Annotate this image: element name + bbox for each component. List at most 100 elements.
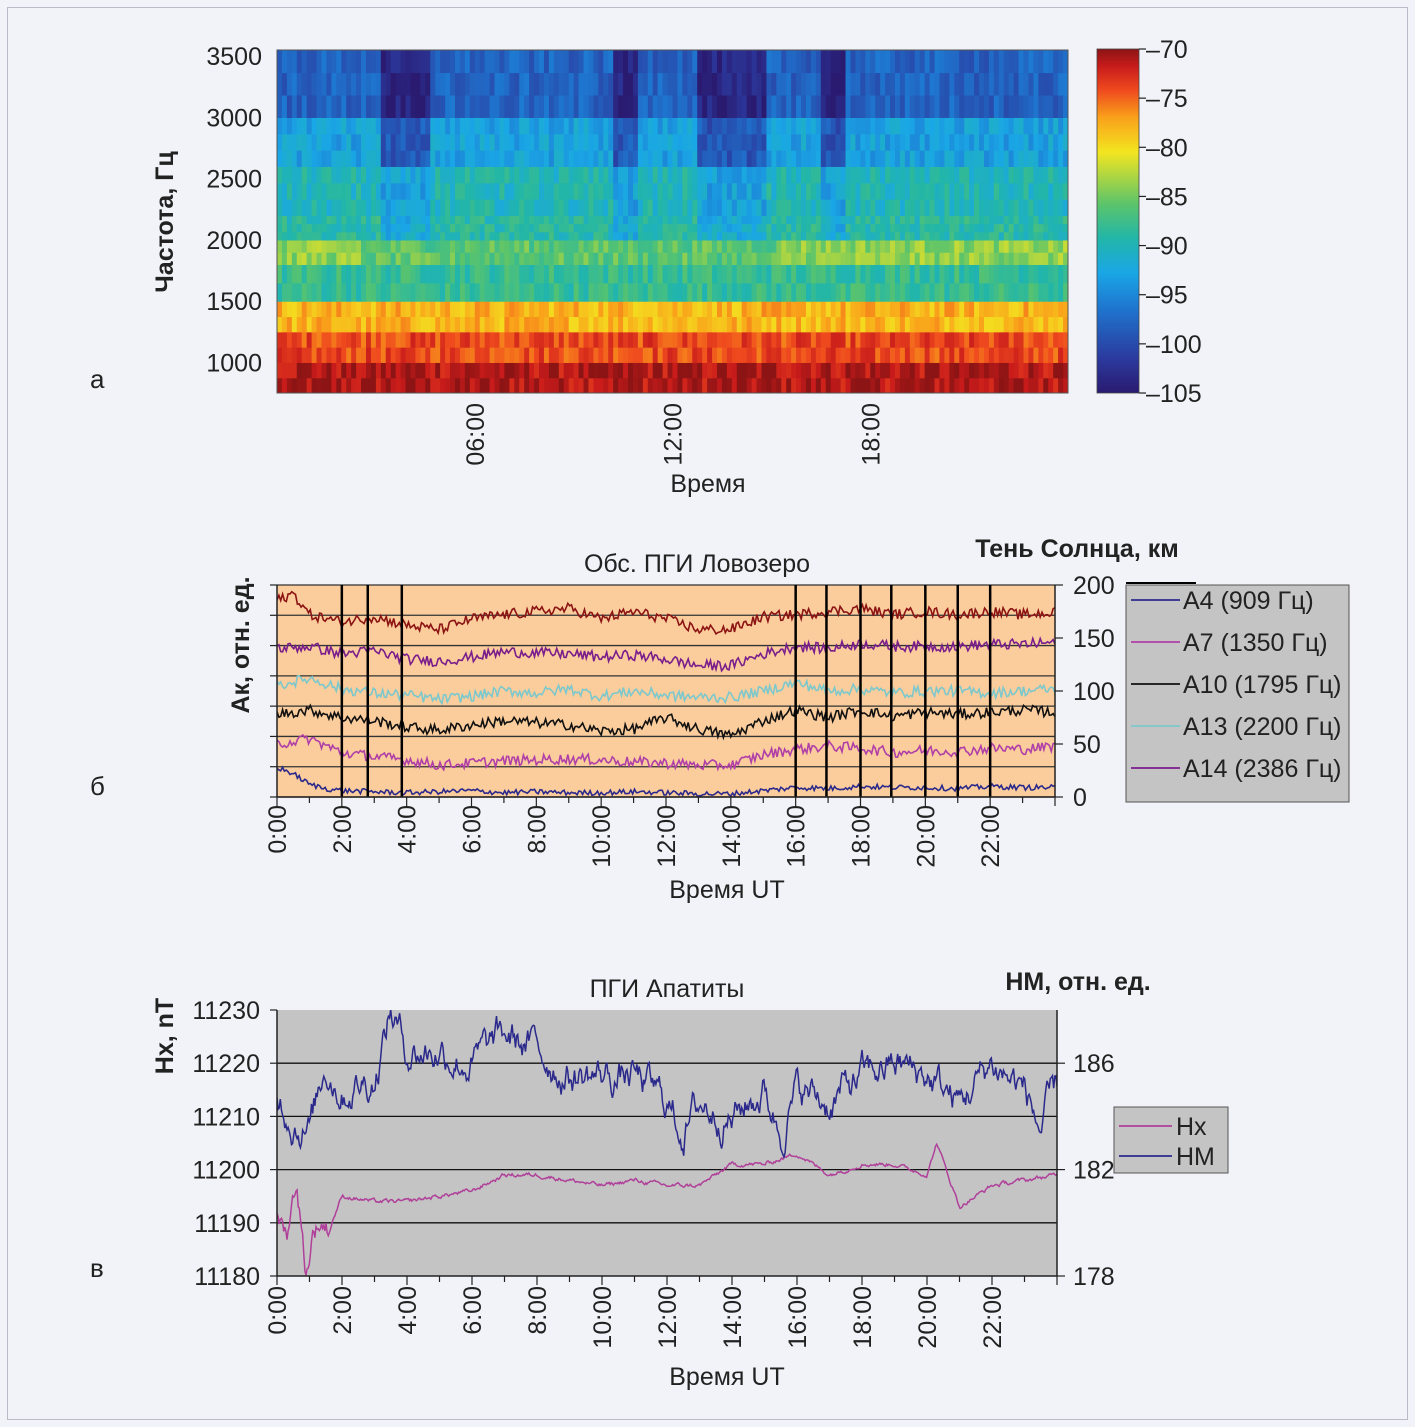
spectrogram-cell <box>939 264 945 284</box>
spectrogram-cell <box>301 301 308 318</box>
spectrogram-cell <box>880 94 886 118</box>
spectrogram-cell <box>380 223 387 233</box>
spectrogram-cell <box>870 72 876 96</box>
spectrogram-cell <box>776 252 782 265</box>
spectrogram-cell <box>281 347 288 363</box>
spectrogram-cell <box>1008 347 1015 363</box>
spectrogram-cell <box>741 199 748 216</box>
spectrogram-cell <box>390 50 397 74</box>
spectrogram-cell <box>1033 182 1039 200</box>
spectrogram-cell <box>939 331 945 348</box>
spectrogram-cell <box>499 377 506 393</box>
spectrogram-cell <box>1063 264 1068 284</box>
spectrogram-cell <box>731 239 738 253</box>
lovozero-xtick-label: 0:00 <box>264 805 292 854</box>
spectrogram-cell <box>637 377 644 393</box>
spectrogram-cell <box>1023 166 1030 184</box>
spectrogram-cell <box>346 199 352 216</box>
spectrogram-cell <box>548 316 555 333</box>
spectrogram-cell <box>336 94 342 118</box>
spectrogram-cell <box>632 362 639 379</box>
spectrogram-cell <box>1043 231 1049 241</box>
spectrogram-cell <box>415 117 421 135</box>
spectrogram-cell <box>835 117 842 135</box>
spectrogram-cell <box>672 133 679 151</box>
spectrogram-cell <box>954 264 960 284</box>
spectrogram-cell <box>346 252 352 265</box>
spectrogram-cell <box>820 252 827 265</box>
spectrogram-cell <box>450 182 456 200</box>
spectrogram-cell <box>835 215 842 225</box>
spectrogram-cell <box>1003 117 1010 135</box>
spectrogram-cell <box>944 72 950 96</box>
spectrogram-cell <box>791 166 797 184</box>
spectrogram-cell <box>983 301 990 318</box>
spectrogram-cell <box>603 50 609 74</box>
spectrogram-cell <box>336 182 342 200</box>
spectrogram-cell <box>296 264 303 284</box>
spectrogram-cell <box>1038 215 1044 225</box>
spectrogram-cell <box>1023 282 1030 302</box>
spectrogram-cell <box>855 199 861 216</box>
spectrogram-cell <box>301 239 308 253</box>
spectrogram-cell <box>721 150 728 167</box>
spectrogram-cell <box>860 117 866 135</box>
spectrogram-cell <box>885 150 891 167</box>
spectrogram-cell <box>776 282 782 302</box>
spectrogram-cell <box>825 72 832 96</box>
spectrogram-cell <box>954 377 960 393</box>
spectrogram-cell <box>484 239 491 253</box>
spectrogram-cell <box>306 150 313 167</box>
spectrogram-cell <box>608 215 614 225</box>
spectrogram-cell <box>608 150 614 167</box>
spectrogram-cell <box>771 166 777 184</box>
spectrogram-cell <box>568 117 575 135</box>
spectrogram-cell <box>286 252 293 265</box>
spectrogram-cell <box>929 252 936 265</box>
spectrogram-cell <box>494 215 501 225</box>
spectrogram-cell <box>425 252 431 265</box>
spectrogram-cell <box>899 239 906 253</box>
spectrogram-cell <box>543 182 550 200</box>
spectrogram-cell <box>326 72 332 96</box>
spectrogram-cell <box>899 264 906 284</box>
apatity-xtick-label: 18:00 <box>849 1286 877 1349</box>
spectrogram-cell <box>761 117 768 135</box>
spectrogram-cell <box>435 239 441 253</box>
spectrogram-cell <box>1063 166 1068 184</box>
spectrogram-cell <box>365 133 372 151</box>
spectrogram-cell <box>949 223 955 233</box>
spectrogram-cell <box>983 199 990 216</box>
spectrogram-cell <box>988 133 995 151</box>
spectrogram-cell <box>939 50 945 74</box>
spectrogram-xtick-label: 12:00 <box>660 403 688 466</box>
spectrogram-cell <box>361 166 367 184</box>
spectrogram-cell <box>598 182 604 200</box>
spectrogram-cell <box>875 252 881 265</box>
spectrogram-cell <box>306 199 313 216</box>
spectrogram-cell <box>880 239 886 253</box>
spectrogram-cell <box>796 94 802 118</box>
spectrogram-cell <box>954 347 960 363</box>
spectrogram-cell <box>543 50 550 74</box>
spectrogram-cell <box>479 199 486 216</box>
spectrogram-cell <box>365 331 372 348</box>
spectrogram-cell <box>677 331 683 348</box>
spectrogram-cell <box>385 347 392 363</box>
spectrogram-cell <box>430 117 436 135</box>
spectrogram-cell <box>1043 239 1049 253</box>
spectrogram-cell <box>687 215 693 225</box>
spectrogram-cell <box>454 347 461 363</box>
spectrogram-cell <box>1063 252 1068 265</box>
spectrogram-cell <box>667 150 674 167</box>
spectrogram-cell <box>499 199 506 216</box>
spectrogram-cell <box>356 347 362 363</box>
spectrogram-cell <box>677 264 683 284</box>
spectrogram-ytick-label: 1000 <box>206 349 262 377</box>
spectrogram-cell <box>845 199 852 216</box>
spectrogram-cell <box>954 231 960 241</box>
spectrogram-cell <box>593 301 599 318</box>
spectrogram-cell <box>707 182 713 200</box>
spectrogram-cell <box>420 150 426 167</box>
spectrogram-cell <box>840 199 847 216</box>
